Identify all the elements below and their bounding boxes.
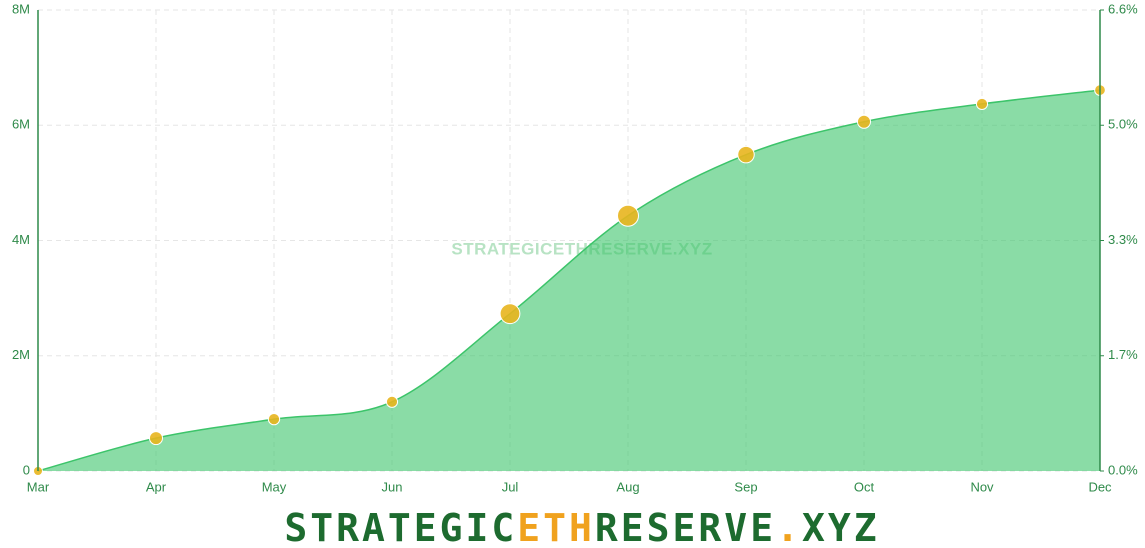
point: [737, 145, 755, 164]
y2-tick-label: 5.0%: [1108, 117, 1138, 132]
area: [38, 90, 1100, 471]
y2-tick-label: 6.6%: [1108, 1, 1138, 16]
x-tick-label: Mar: [27, 479, 50, 494]
x-tick-label: Jun: [382, 479, 403, 494]
x-tick-label: Apr: [146, 479, 167, 494]
logo-part: ETH: [517, 506, 595, 548]
y-tick-label: 0: [23, 462, 30, 477]
x-tick-label: Oct: [854, 479, 875, 494]
y-tick-label: 6M: [12, 117, 30, 132]
logo: STRATEGICETHRESERVE.XYZ: [284, 506, 879, 548]
point: [617, 204, 639, 227]
y-tick-label: 4M: [12, 232, 30, 247]
line: [37, 89, 1101, 472]
point: [499, 303, 521, 325]
x-tick-label: May: [262, 479, 287, 494]
x-tick-label: Nov: [970, 479, 994, 494]
x-tick-label: Jul: [502, 479, 519, 494]
y-tick-label: 8M: [12, 1, 30, 16]
logo-part: XYZ: [802, 506, 880, 548]
y2-tick-label: 3.3%: [1108, 232, 1138, 247]
y2-tick-label: 1.7%: [1108, 347, 1138, 362]
logo-part: .: [776, 506, 802, 548]
logo-part: STRATEGIC: [284, 506, 517, 548]
x-tick-label: Sep: [734, 479, 757, 494]
point: [267, 412, 281, 426]
point: [856, 114, 872, 129]
logo-part: RESERVE: [595, 506, 776, 548]
point: [975, 97, 989, 111]
y-tick-label: 2M: [12, 347, 30, 362]
point: [385, 395, 399, 408]
y2-tick-label: 0.0%: [1108, 462, 1138, 477]
x-tick-label: Dec: [1088, 479, 1112, 494]
point: [148, 431, 164, 446]
x-tick-label: Aug: [616, 479, 639, 494]
